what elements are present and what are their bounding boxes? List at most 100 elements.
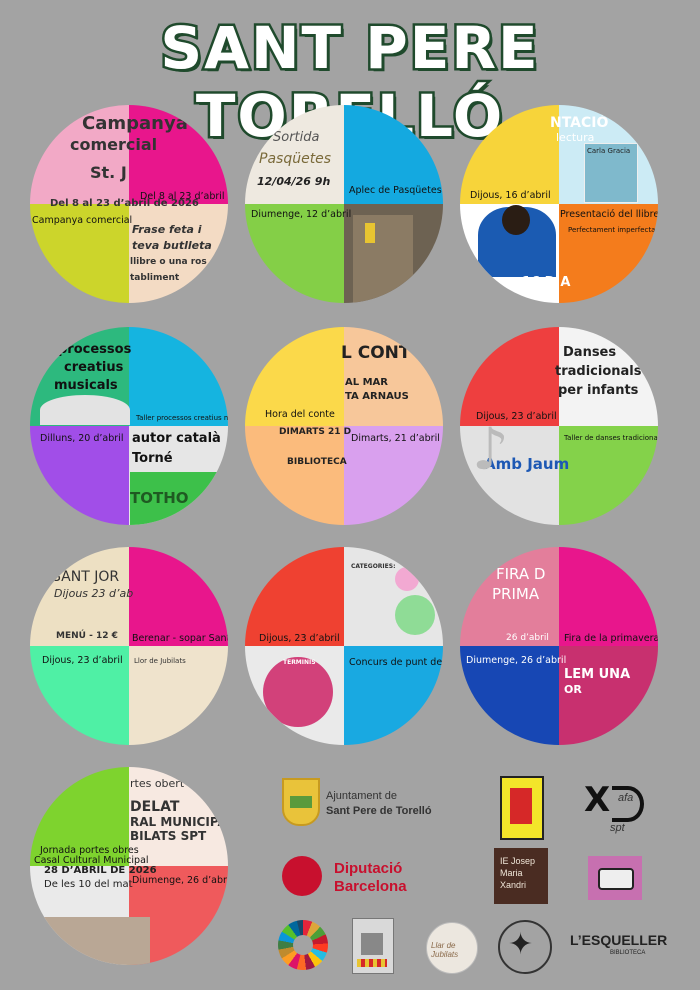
poster-text: Del 8 al 23 d’abril de 2026 — [50, 198, 199, 209]
poster-text: Danses — [563, 345, 617, 360]
poster-text: DIMARTS 21 D — [279, 427, 352, 437]
event-title: Aplec de Pasqüetes — [349, 185, 442, 196]
ajuntament-line1: Ajuntament de — [326, 790, 397, 802]
compass-logo[interactable]: ✦ — [498, 920, 552, 974]
afa-logo[interactable]: X afa spt — [584, 780, 654, 840]
event-title: Berenar - sopar Sant Jordi — [132, 633, 228, 644]
event-date: Dijous, 16 d’abril — [470, 190, 551, 201]
poster-text: AL MAR — [345, 377, 388, 388]
event-title: Taller de danses tradicionals — [564, 434, 658, 442]
poster-text: TA ARNAUS — [345, 391, 409, 402]
jubilats-logo[interactable]: Llar de Jubilats — [426, 922, 478, 974]
diputacio-emblem-icon — [282, 856, 322, 896]
school-stripes-icon — [357, 959, 387, 967]
ies-line3: Xandri — [500, 880, 527, 890]
poster-text: TOTHO — [130, 489, 189, 507]
event-date: Diumenge, 26 d’abril — [466, 655, 567, 666]
poster-text: DELAT — [130, 799, 180, 815]
poster-text: 28 D’ABRIL DE 2026 — [44, 865, 157, 876]
decor-circle — [395, 567, 419, 591]
author-hair — [502, 205, 530, 235]
ajuntament-logo[interactable]: Ajuntament de Sant Pere de Torelló — [282, 778, 442, 838]
ies-line1: IE Josep — [500, 856, 536, 866]
poster-text: LEM UNA — [564, 667, 631, 682]
event-date: Dijous, 23 d’abril — [476, 411, 557, 422]
poster-text: Sortida — [273, 130, 320, 145]
event-date: Dilluns, 20 d’abril — [40, 433, 124, 444]
jubilats-text: Llar de Jubilats — [431, 941, 459, 959]
poster-text: rtes obert — [130, 777, 185, 790]
event-circle-campanya[interactable]: Campanya comercial St. J Del 8 al 23 d’a… — [30, 105, 228, 303]
event-circle-berenar[interactable]: SANT JOR Dijous 23 d’ab MENÚ - 12 € Llor… — [30, 547, 228, 745]
poster-text: 12/04/26 9h — [257, 175, 331, 188]
flag-image — [365, 223, 375, 243]
afa-mark: X — [584, 780, 611, 820]
compass-rose-icon: ✦ — [508, 927, 534, 962]
event-title: Hora del conte — [265, 409, 335, 420]
badge-icon — [598, 868, 634, 890]
poster-text: per infants — [558, 383, 639, 398]
poster-text: teva butlleta — [132, 239, 212, 252]
event-date: Diumenge, 12 d’abril — [251, 209, 352, 220]
poster-text: L CONT — [341, 343, 411, 363]
event-circle-danses[interactable]: Danses tradicionals per infants Amb Jaum… — [460, 327, 658, 525]
event-circle-portes[interactable]: rtes obert DELAT RAL MUNICIPAL BILATS SP… — [30, 767, 228, 965]
poster-text: comercial — [70, 135, 158, 154]
event-title: Fira de la primavera — [564, 633, 658, 644]
poster-text: TERMINIS — [283, 659, 316, 666]
school-logo[interactable] — [352, 918, 394, 974]
treble-clef-icon: ♪ — [472, 415, 510, 483]
sdg-center-icon — [293, 935, 313, 955]
event-title: Campanya comercial — [32, 215, 133, 226]
poster-text: Frase feta i — [132, 223, 202, 236]
poster-text: autor català — [132, 431, 221, 446]
poster-text: tradicionals — [555, 364, 642, 379]
poster-text: 26 d’abril — [506, 633, 549, 643]
poster-text: MENÚ - 12 € — [56, 631, 118, 641]
poster-text: llibre o una ros — [130, 257, 207, 267]
school-building-icon — [361, 933, 383, 955]
poster-text: NTACIÓ — [550, 115, 609, 131]
event-title: Presentació del llibre — [560, 209, 658, 220]
event-subtitle: Perfectament imperfecta — [568, 226, 656, 234]
event-circle-pasquetes[interactable]: Sortida Pasqüetes 12/04/26 9h Aplec de P… — [245, 105, 443, 303]
poster-text: musicals — [54, 378, 118, 393]
poster-text: Carla Gracia — [587, 147, 631, 155]
poster-text: Llor de Jubilats — [134, 657, 186, 665]
book-cover — [584, 143, 638, 203]
poster-text: De les 10 del mat — [44, 879, 133, 890]
poster-text: tabliment — [130, 273, 180, 283]
poster-text: RAL MUNICIPAL — [130, 815, 228, 829]
decor-shape — [40, 395, 130, 425]
diputacio-logo[interactable]: Diputació Barcelona — [282, 856, 442, 900]
event-circle-llibre[interactable]: NTACIÓ lectura Carla Gracia 16 D’A Dijou… — [460, 105, 658, 303]
event-circle-punt[interactable]: CATEGORIES: TERMINIS Dijous, 23 d’abril … — [245, 547, 443, 745]
coat-of-arms-icon — [282, 778, 320, 826]
esqueller-logo[interactable]: L’ESQUELLER BIBLIOTECA — [570, 930, 667, 966]
sdg-wheel-logo[interactable] — [278, 920, 328, 970]
esqueller-text: L’ESQUELLER — [570, 932, 668, 948]
club-badge-logo[interactable] — [500, 776, 544, 840]
poster-text: BILATS SPT — [130, 829, 207, 843]
building-photo — [30, 917, 150, 965]
event-date: Diumenge, 26 d’abril — [132, 875, 228, 886]
decor-circle — [395, 595, 435, 635]
poster-text: Torné — [132, 451, 173, 466]
afa-d-icon — [612, 786, 644, 822]
ies-logo[interactable]: IE Josep Maria Xandri — [494, 848, 548, 904]
poster-text: PRIMA — [492, 585, 540, 603]
event-circle-taller-musicals[interactable]: processos creatius musicals autor català… — [30, 327, 228, 525]
pink-badge-logo[interactable] — [588, 856, 642, 900]
event-circle-conte[interactable]: L CONT AL MAR TA ARNAUS DIMARTS 21 D BIB… — [245, 327, 443, 525]
poster-text: creatius — [64, 360, 124, 375]
event-circle-primavera[interactable]: FIRA D PRIMA 26 d’abril LEM UNA OR Fira … — [460, 547, 658, 745]
poster-text: CATEGORIES: — [351, 563, 396, 570]
ies-line2: Maria — [500, 868, 523, 878]
diputacio-line1: Diputació — [334, 860, 403, 877]
event-title: Taller processos creatius musicals — [136, 414, 228, 422]
poster-text: 16 D’A — [522, 275, 571, 290]
afa-text: afa — [618, 792, 634, 804]
event-title: Concurs de punt de llibre — [349, 657, 443, 668]
afa-sub: spt — [610, 822, 625, 834]
esqueller-sub: BIBLIOTECA — [610, 950, 646, 956]
